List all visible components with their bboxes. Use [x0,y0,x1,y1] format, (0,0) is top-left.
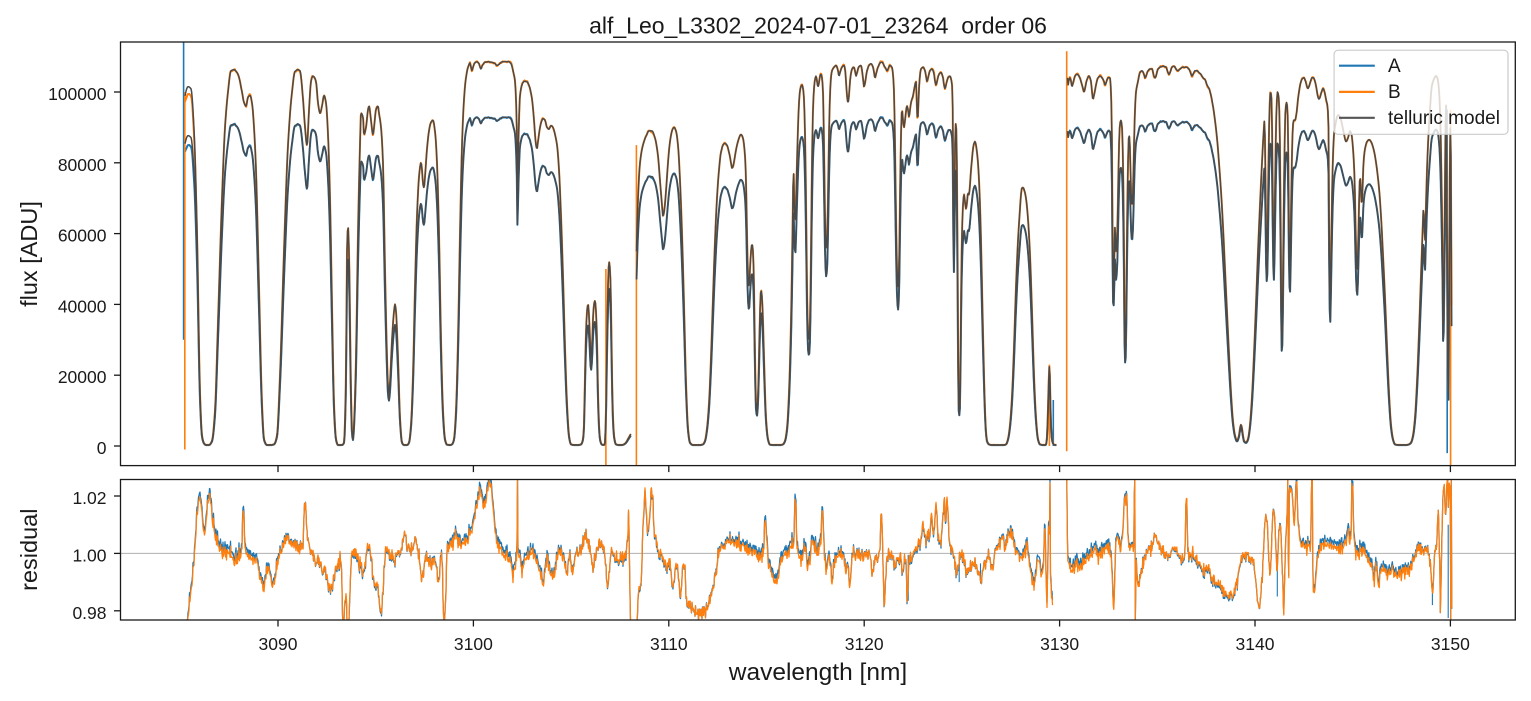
svg-text:60000: 60000 [58,226,107,246]
svg-text:flux [ADU]: flux [ADU] [16,201,42,307]
svg-text:0: 0 [97,438,107,458]
svg-text:3130: 3130 [1040,634,1079,654]
svg-text:residual: residual [16,509,42,591]
svg-text:100000: 100000 [48,84,107,104]
svg-text:B: B [1388,82,1401,103]
svg-text:telluric model: telluric model [1388,108,1500,129]
svg-text:1.00: 1.00 [72,545,106,565]
svg-text:0.98: 0.98 [72,603,106,623]
svg-text:40000: 40000 [58,296,107,316]
svg-text:3090: 3090 [259,634,298,654]
svg-text:3120: 3120 [845,634,884,654]
svg-text:wavelength [nm]: wavelength [nm] [728,659,907,686]
svg-text:80000: 80000 [58,155,107,175]
svg-text:alf_Leo_L3302_2024-07-01_23264: alf_Leo_L3302_2024-07-01_23264 order 06 [589,13,1047,39]
svg-text:3150: 3150 [1431,634,1470,654]
svg-text:A: A [1388,56,1401,77]
svg-text:20000: 20000 [58,367,107,387]
svg-text:3140: 3140 [1236,634,1275,654]
svg-text:3100: 3100 [454,634,493,654]
svg-text:1.02: 1.02 [72,488,106,508]
svg-text:3110: 3110 [650,634,688,654]
